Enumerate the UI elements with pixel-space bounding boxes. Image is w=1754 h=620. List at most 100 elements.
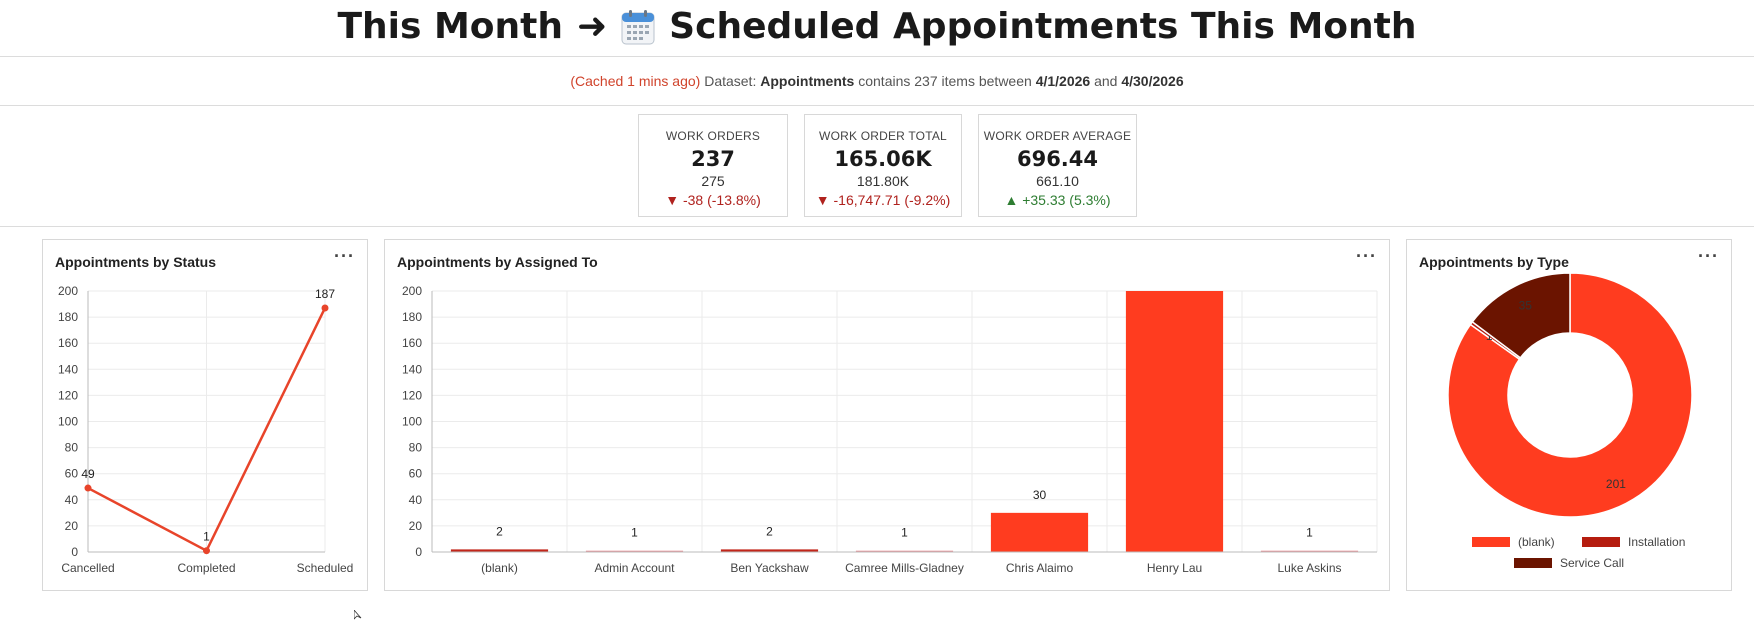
y-tick-label: 200 (58, 284, 78, 298)
legend-label: Installation (1628, 535, 1685, 549)
y-tick-label: 200 (402, 284, 422, 298)
panel-status: Appointments by Status ··· 0 20 40 60 80 100 1… (42, 239, 368, 591)
kpi-work-order-average[interactable]: WORK ORDER AVERAGE 696.44 661.10 ▲ +35.3… (978, 114, 1137, 217)
panel-title: Appointments by Status (55, 254, 217, 270)
x-tick-label: Henry Lau (1147, 561, 1202, 575)
title-main: Scheduled Appointments This Month (669, 6, 1417, 47)
x-tick-label: Cancelled (61, 561, 114, 575)
kpi-label: WORK ORDER TOTAL (819, 129, 947, 143)
type-donut-chart: 201 1 35 (blank) Installation Service Call (1447, 272, 1693, 570)
pie-slice (1471, 272, 1571, 359)
kpi-label: WORK ORDERS (665, 129, 761, 143)
more-options-icon[interactable]: ··· (1356, 246, 1377, 266)
y-tick-label: 140 (58, 362, 78, 376)
status-line-chart: 0 20 40 60 80 100 120 140 160 180 200 Cancelled Comp… (58, 284, 354, 575)
dataset-contains: contains 237 items between (858, 73, 1032, 89)
data-label: 49 (81, 467, 95, 481)
y-tick-label: 60 (409, 467, 423, 481)
y-tick-label: 180 (58, 310, 78, 324)
dataset-info: (Cached 1 mins ago) Dataset: Appointment… (0, 57, 1754, 106)
y-tick-label: 140 (402, 362, 422, 376)
y-tick-label: 180 (402, 310, 422, 324)
y-tick-label: 20 (65, 519, 79, 533)
y-tick-label: 160 (58, 336, 78, 350)
data-label: 30 (1033, 488, 1047, 502)
x-tick-label: (blank) (481, 561, 518, 575)
kpi-value: 696.44 (1016, 147, 1099, 171)
y-tick-label: 0 (71, 545, 78, 559)
page-title: This Month ➜ Scheduled Appointments This… (337, 0, 1416, 54)
y-tick-label: 120 (58, 388, 78, 402)
y-tick-label: 100 (402, 415, 422, 429)
data-label: 2 (496, 524, 503, 538)
data-label: 1 (631, 526, 638, 540)
dataset-start-date: 4/1/2026 (1035, 73, 1091, 89)
kpi-work-orders[interactable]: WORK ORDERS 237 275 ▼ -38 (-13.8%) (638, 114, 788, 217)
pie-slice (1447, 272, 1693, 518)
legend-label: (blank) (1518, 535, 1555, 549)
kpi-previous: 275 (701, 173, 725, 189)
data-label: 2 (766, 524, 773, 538)
legend-swatch (1514, 558, 1552, 568)
data-label: 35 (1519, 299, 1533, 313)
dataset-label: Dataset: (704, 73, 757, 89)
data-point (321, 304, 329, 312)
y-tick-label: 0 (415, 545, 422, 559)
bar (450, 549, 549, 552)
kpi-label: WORK ORDER AVERAGE (983, 129, 1132, 143)
triangle-up-icon: ▲ (1004, 192, 1019, 208)
kpi-delta: ▼ -38 (-13.8%) (665, 192, 761, 208)
legend-swatch (1582, 537, 1620, 547)
data-label: 1 (901, 526, 908, 540)
y-tick-label: 80 (409, 441, 423, 455)
triangle-down-icon: ▼ (665, 192, 680, 208)
kpi-previous: 181.80K (856, 173, 910, 189)
legend-label: Service Call (1560, 556, 1624, 570)
y-tick-label: 120 (402, 388, 422, 402)
x-tick-label: Chris Alaimo (1006, 561, 1074, 575)
kpi-delta: ▲ +35.33 (5.3%) (1004, 192, 1111, 208)
assigned-bar-chart: 0 20 40 60 80 100 120 140 160 180 200 2 (blank) 1 Admi… (402, 284, 1378, 575)
data-label: 187 (315, 287, 335, 301)
bar (720, 549, 819, 552)
y-tick-label: 80 (65, 441, 79, 455)
more-options-icon[interactable]: ··· (1698, 246, 1719, 266)
dataset-end-date: 4/30/2026 (1121, 73, 1184, 89)
panel-title: Appointments by Type (1419, 254, 1569, 270)
more-options-icon[interactable]: ··· (334, 246, 355, 266)
y-tick-label: 100 (58, 415, 78, 429)
bar (1125, 291, 1224, 552)
kpi-value: 165.06K (834, 147, 932, 171)
legend-swatch (1472, 537, 1510, 547)
x-tick-label: Ben Yackshaw (730, 561, 809, 575)
y-tick-label: 160 (402, 336, 422, 350)
data-point (84, 484, 92, 492)
panel-assigned: Appointments by Assigned To ··· 0 20 40 60 8… (384, 239, 1390, 591)
arrow-icon: ➜ (577, 6, 608, 47)
bar (1260, 550, 1359, 552)
bar (585, 550, 684, 552)
data-label: 1 (203, 530, 210, 544)
y-tick-label: 40 (65, 493, 79, 507)
kpi-delta: ▼ -16,747.71 (-9.2%) (815, 192, 951, 208)
panel-title: Appointments by Assigned To (397, 254, 598, 270)
title-prefix: This Month (337, 6, 563, 47)
y-tick-label: 40 (409, 493, 423, 507)
dataset-name: Appointments (760, 73, 855, 89)
x-tick-label: Luke Askins (1277, 561, 1341, 575)
data-label: 201 (1606, 477, 1626, 491)
page-header: This Month ➜ Scheduled Appointments This… (0, 0, 1754, 57)
dataset-and: and (1094, 73, 1118, 89)
triangle-down-icon: ▼ (815, 192, 830, 208)
data-label: 1 (1486, 329, 1493, 343)
kpi-value: 237 (691, 147, 735, 171)
x-tick-label: Scheduled (297, 561, 354, 575)
data-label: 1 (1306, 526, 1313, 540)
kpi-previous: 661.10 (1036, 173, 1079, 189)
kpi-work-order-total[interactable]: WORK ORDER TOTAL 165.06K 181.80K ▼ -16,7… (804, 114, 962, 217)
panel-type: Appointments by Type ··· 201 1 35 (blank) In… (1406, 239, 1732, 591)
calendar-icon (621, 10, 655, 45)
y-tick-label: 60 (65, 467, 79, 481)
x-tick-label: Admin Account (594, 561, 675, 575)
x-tick-label: Camree Mills-Gladney (845, 561, 964, 575)
